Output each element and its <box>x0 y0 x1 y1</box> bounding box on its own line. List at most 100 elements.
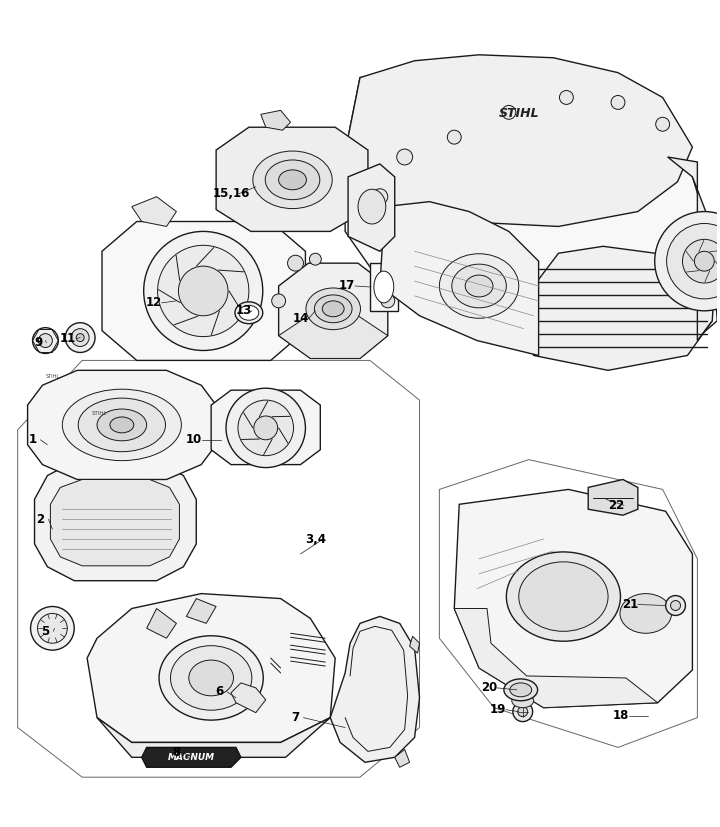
Ellipse shape <box>506 552 621 641</box>
Ellipse shape <box>358 189 386 224</box>
Text: 1: 1 <box>29 433 37 447</box>
Ellipse shape <box>189 660 233 696</box>
Polygon shape <box>279 263 388 358</box>
Circle shape <box>287 256 303 271</box>
Circle shape <box>381 294 395 308</box>
Text: 10: 10 <box>186 433 202 447</box>
Ellipse shape <box>465 275 493 297</box>
Circle shape <box>32 327 58 353</box>
Polygon shape <box>439 460 698 748</box>
Text: 15,16: 15,16 <box>212 187 250 200</box>
Ellipse shape <box>512 694 534 708</box>
Circle shape <box>447 130 462 144</box>
Circle shape <box>513 702 533 722</box>
Ellipse shape <box>110 417 134 433</box>
Ellipse shape <box>439 254 519 318</box>
Ellipse shape <box>97 409 147 441</box>
Text: 21: 21 <box>622 598 638 611</box>
Circle shape <box>71 328 89 347</box>
Circle shape <box>66 323 95 352</box>
Circle shape <box>611 95 625 109</box>
Circle shape <box>310 253 321 265</box>
Circle shape <box>226 388 305 467</box>
Polygon shape <box>345 60 717 366</box>
Circle shape <box>667 223 720 299</box>
Ellipse shape <box>78 398 166 452</box>
Polygon shape <box>27 370 216 480</box>
Circle shape <box>30 606 74 650</box>
Polygon shape <box>216 127 368 232</box>
Circle shape <box>502 105 516 119</box>
Circle shape <box>179 266 228 316</box>
Ellipse shape <box>519 562 608 631</box>
Ellipse shape <box>323 301 344 317</box>
Text: 14: 14 <box>292 313 309 325</box>
Circle shape <box>683 239 720 283</box>
Polygon shape <box>132 197 176 227</box>
Polygon shape <box>410 636 420 653</box>
Circle shape <box>76 333 84 342</box>
Polygon shape <box>345 55 693 227</box>
Ellipse shape <box>510 683 531 697</box>
Text: 5: 5 <box>41 625 50 638</box>
Ellipse shape <box>504 679 538 700</box>
Circle shape <box>670 600 680 610</box>
Circle shape <box>694 251 714 271</box>
Polygon shape <box>87 594 336 743</box>
Text: 8: 8 <box>172 746 181 759</box>
Text: 22: 22 <box>608 499 624 512</box>
Text: 3,4: 3,4 <box>305 533 326 546</box>
Text: 7: 7 <box>292 711 300 724</box>
Circle shape <box>37 614 67 643</box>
Polygon shape <box>142 748 241 767</box>
Ellipse shape <box>620 594 672 633</box>
Text: 13: 13 <box>235 304 252 318</box>
Text: 19: 19 <box>490 703 506 716</box>
Polygon shape <box>97 718 330 758</box>
Circle shape <box>654 212 720 311</box>
Circle shape <box>38 333 53 347</box>
Circle shape <box>559 90 573 104</box>
Polygon shape <box>211 390 320 465</box>
Text: 2: 2 <box>37 513 45 526</box>
Circle shape <box>656 117 670 131</box>
Polygon shape <box>102 222 305 361</box>
Text: 18: 18 <box>613 709 629 722</box>
Polygon shape <box>667 157 717 341</box>
Circle shape <box>372 189 388 204</box>
Text: 20: 20 <box>481 681 497 695</box>
Polygon shape <box>186 599 216 624</box>
Circle shape <box>158 246 249 337</box>
Ellipse shape <box>279 170 307 189</box>
Polygon shape <box>588 480 638 515</box>
Circle shape <box>665 595 685 615</box>
Polygon shape <box>454 609 657 708</box>
Ellipse shape <box>315 295 352 323</box>
Polygon shape <box>279 316 388 358</box>
Ellipse shape <box>159 636 264 720</box>
Polygon shape <box>454 490 693 708</box>
Polygon shape <box>147 609 176 638</box>
Ellipse shape <box>374 271 394 303</box>
Polygon shape <box>261 110 291 130</box>
Polygon shape <box>50 480 179 566</box>
Text: 12: 12 <box>145 296 162 309</box>
Polygon shape <box>18 361 420 777</box>
Text: STIHL: STIHL <box>498 108 539 120</box>
Text: STIHL: STIHL <box>45 375 60 380</box>
Text: 11: 11 <box>60 332 76 345</box>
Ellipse shape <box>265 160 320 199</box>
Circle shape <box>238 400 294 456</box>
Polygon shape <box>534 246 712 370</box>
Polygon shape <box>395 749 410 767</box>
Text: 17: 17 <box>339 280 355 293</box>
Polygon shape <box>380 202 539 356</box>
Text: 6: 6 <box>215 686 223 698</box>
Ellipse shape <box>451 264 506 308</box>
Ellipse shape <box>235 302 263 323</box>
Polygon shape <box>330 616 420 762</box>
Circle shape <box>518 707 528 717</box>
Polygon shape <box>348 164 395 251</box>
Ellipse shape <box>306 288 361 330</box>
Polygon shape <box>35 461 197 581</box>
